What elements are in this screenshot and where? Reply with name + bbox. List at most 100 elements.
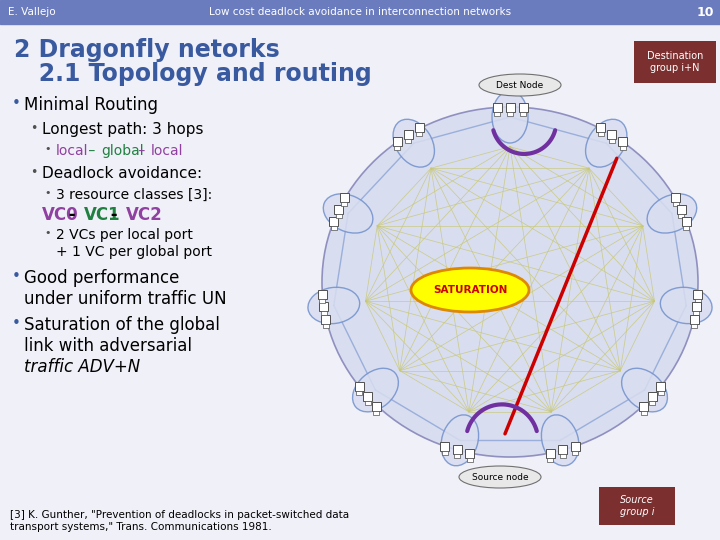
Bar xyxy=(330,226,336,230)
Text: •: • xyxy=(44,188,50,198)
Bar xyxy=(341,202,347,206)
Bar xyxy=(321,315,330,325)
Bar xyxy=(374,411,379,415)
Text: SATURATION: SATURATION xyxy=(433,285,507,295)
Text: Longest path: 3 hops: Longest path: 3 hops xyxy=(42,122,204,137)
Text: •: • xyxy=(12,96,21,111)
Bar xyxy=(656,382,665,392)
Bar xyxy=(560,455,566,458)
Text: Deadlock avoidance:: Deadlock avoidance: xyxy=(42,166,202,181)
Text: 2.1 Topology and routing: 2.1 Topology and routing xyxy=(14,62,372,86)
Text: traffic ADV+N: traffic ADV+N xyxy=(24,358,140,376)
Bar xyxy=(571,442,580,451)
Bar xyxy=(596,123,606,132)
Bar xyxy=(677,205,685,214)
Bar xyxy=(559,446,567,455)
Bar xyxy=(336,214,342,218)
Ellipse shape xyxy=(585,119,627,167)
Bar xyxy=(329,217,338,226)
Ellipse shape xyxy=(541,415,579,466)
Bar xyxy=(492,103,502,111)
Ellipse shape xyxy=(308,287,360,323)
Text: local: local xyxy=(151,144,184,158)
Bar xyxy=(505,103,515,111)
Bar xyxy=(404,130,413,139)
Bar xyxy=(647,392,657,401)
Text: [3] K. Gunther, "Prevention of deadlocks in packet-switched data: [3] K. Gunther, "Prevention of deadlocks… xyxy=(10,510,349,520)
Text: VC0: VC0 xyxy=(42,206,78,224)
Bar xyxy=(572,451,578,455)
Ellipse shape xyxy=(492,91,528,143)
Text: Low cost deadlock avoidance in interconnection networks: Low cost deadlock avoidance in interconn… xyxy=(209,7,511,17)
Bar xyxy=(620,146,626,150)
Bar xyxy=(440,442,449,451)
Bar xyxy=(321,312,327,315)
Bar xyxy=(598,132,603,136)
Bar xyxy=(395,146,400,150)
Bar xyxy=(520,111,526,116)
Text: Dest Node: Dest Node xyxy=(496,80,544,90)
Bar xyxy=(693,312,699,315)
Bar xyxy=(467,458,472,462)
Bar xyxy=(608,139,615,143)
Bar xyxy=(319,299,325,302)
Bar xyxy=(547,458,554,462)
Text: 2 VCs per local port: 2 VCs per local port xyxy=(56,228,193,242)
Bar xyxy=(639,402,648,411)
Text: Saturation of the global: Saturation of the global xyxy=(24,316,220,334)
Bar xyxy=(692,302,701,312)
Text: Source node: Source node xyxy=(472,472,528,482)
Bar xyxy=(323,325,329,328)
Bar xyxy=(340,193,349,202)
Text: 2 Dragonfly netorks: 2 Dragonfly netorks xyxy=(14,38,280,62)
Ellipse shape xyxy=(353,368,398,412)
Bar xyxy=(671,193,680,202)
Ellipse shape xyxy=(621,368,667,412)
Text: VC1: VC1 xyxy=(84,206,121,224)
Bar xyxy=(372,402,381,411)
Text: VC2: VC2 xyxy=(126,206,163,224)
Bar xyxy=(356,392,362,395)
Bar xyxy=(0,0,720,24)
Text: link with adversarial: link with adversarial xyxy=(24,337,192,355)
Bar xyxy=(678,214,684,218)
Text: Minimal Routing: Minimal Routing xyxy=(24,96,158,114)
Text: global: global xyxy=(101,144,143,158)
Bar xyxy=(454,455,460,458)
Bar xyxy=(364,392,372,401)
Bar xyxy=(649,401,655,405)
Text: –: – xyxy=(135,144,150,158)
Text: 3 resource classes [3]:: 3 resource classes [3]: xyxy=(56,188,212,202)
Text: •: • xyxy=(12,269,21,284)
Bar xyxy=(690,315,698,325)
Bar xyxy=(335,205,343,214)
Text: + 1 VC per global port: + 1 VC per global port xyxy=(56,245,212,259)
Bar xyxy=(415,123,424,132)
Bar xyxy=(618,137,627,146)
Bar xyxy=(672,202,679,206)
Text: •: • xyxy=(12,316,21,331)
Bar xyxy=(320,302,328,312)
Bar xyxy=(405,139,411,143)
Bar xyxy=(691,325,697,328)
FancyBboxPatch shape xyxy=(634,41,716,83)
Ellipse shape xyxy=(479,74,561,96)
Bar xyxy=(441,451,448,455)
Bar xyxy=(416,132,423,136)
Text: Good performance: Good performance xyxy=(24,269,179,287)
Ellipse shape xyxy=(441,415,479,466)
Ellipse shape xyxy=(322,107,698,457)
Bar xyxy=(355,382,364,392)
Bar xyxy=(494,111,500,116)
Text: local: local xyxy=(56,144,89,158)
Ellipse shape xyxy=(647,194,697,233)
Bar xyxy=(453,446,462,455)
Text: •: • xyxy=(44,228,50,238)
Bar xyxy=(682,217,691,226)
Text: –: – xyxy=(84,144,99,158)
Ellipse shape xyxy=(660,287,712,323)
Bar xyxy=(607,130,616,139)
Ellipse shape xyxy=(411,268,529,312)
Bar xyxy=(693,289,703,299)
Bar xyxy=(546,449,555,458)
